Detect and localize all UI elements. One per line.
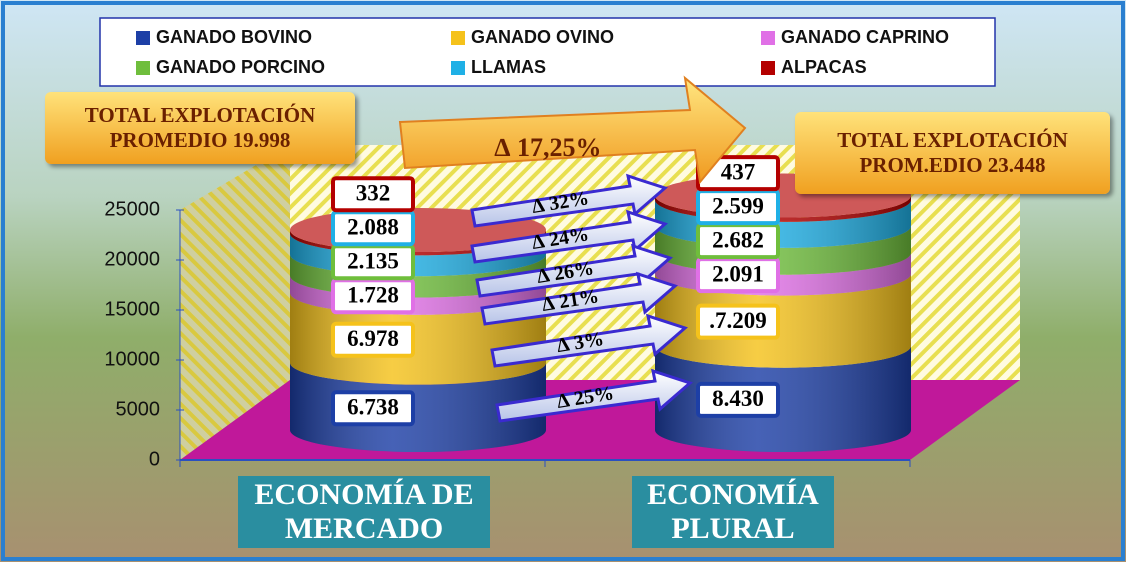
legend-swatch bbox=[761, 31, 775, 45]
legend-label: GANADO BOVINO bbox=[156, 27, 312, 47]
x-tick-label: ECONOMÍA PLURAL bbox=[632, 476, 834, 548]
y-tick-label: 0 bbox=[149, 448, 160, 470]
value-label: 2.091 bbox=[712, 261, 764, 286]
legend-label: GANADO PORCINO bbox=[156, 57, 325, 77]
legend-swatch bbox=[136, 31, 150, 45]
legend-swatch bbox=[761, 61, 775, 75]
value-label: 1.728 bbox=[347, 282, 399, 307]
annotation: ∆ 17,25% bbox=[495, 133, 602, 162]
y-tick-label: 5000 bbox=[116, 398, 161, 420]
value-label: 437 bbox=[721, 159, 756, 184]
cylinder-shading bbox=[655, 196, 911, 452]
legend-label: ALPACAS bbox=[781, 57, 867, 77]
value-label: 332 bbox=[356, 180, 391, 205]
legend-label: GANADO OVINO bbox=[471, 27, 614, 47]
legend-label: LLAMAS bbox=[471, 57, 546, 77]
value-label: 8.430 bbox=[712, 386, 764, 411]
x-tick-label: ECONOMÍA DE MERCADO bbox=[238, 476, 490, 548]
y-tick-label: 15000 bbox=[104, 298, 160, 320]
legend-swatch bbox=[451, 61, 465, 75]
y-tick-label: 20000 bbox=[104, 248, 160, 270]
legend-swatch bbox=[451, 31, 465, 45]
y-tick-label: 10000 bbox=[104, 348, 160, 370]
chart: 0 5000 10000 15000 20000 25000 GANADO BOVINO GA… bbox=[0, 0, 1126, 562]
annotation-box: TOTAL EXPLOTACIÓN PROM.EDIO 23.448 bbox=[795, 112, 1110, 194]
value-label: 2.599 bbox=[712, 193, 764, 218]
value-label: 2.088 bbox=[347, 214, 399, 239]
value-label: .7.209 bbox=[709, 308, 767, 333]
annotation-box: TOTAL EXPLOTACIÓN PROMEDIO 19.998 bbox=[45, 92, 355, 164]
value-label: 2.682 bbox=[712, 227, 764, 252]
legend-label: GANADO CAPRINO bbox=[781, 27, 949, 47]
value-label: 6.738 bbox=[347, 395, 399, 420]
legend-swatch bbox=[136, 61, 150, 75]
y-tick-label: 25000 bbox=[104, 198, 160, 220]
cylinder bbox=[655, 174, 911, 452]
value-label: 2.135 bbox=[347, 248, 399, 273]
page: 0 5000 10000 15000 20000 25000 GANADO BOVINO GA… bbox=[0, 0, 1126, 562]
value-label: 6.978 bbox=[347, 326, 399, 351]
